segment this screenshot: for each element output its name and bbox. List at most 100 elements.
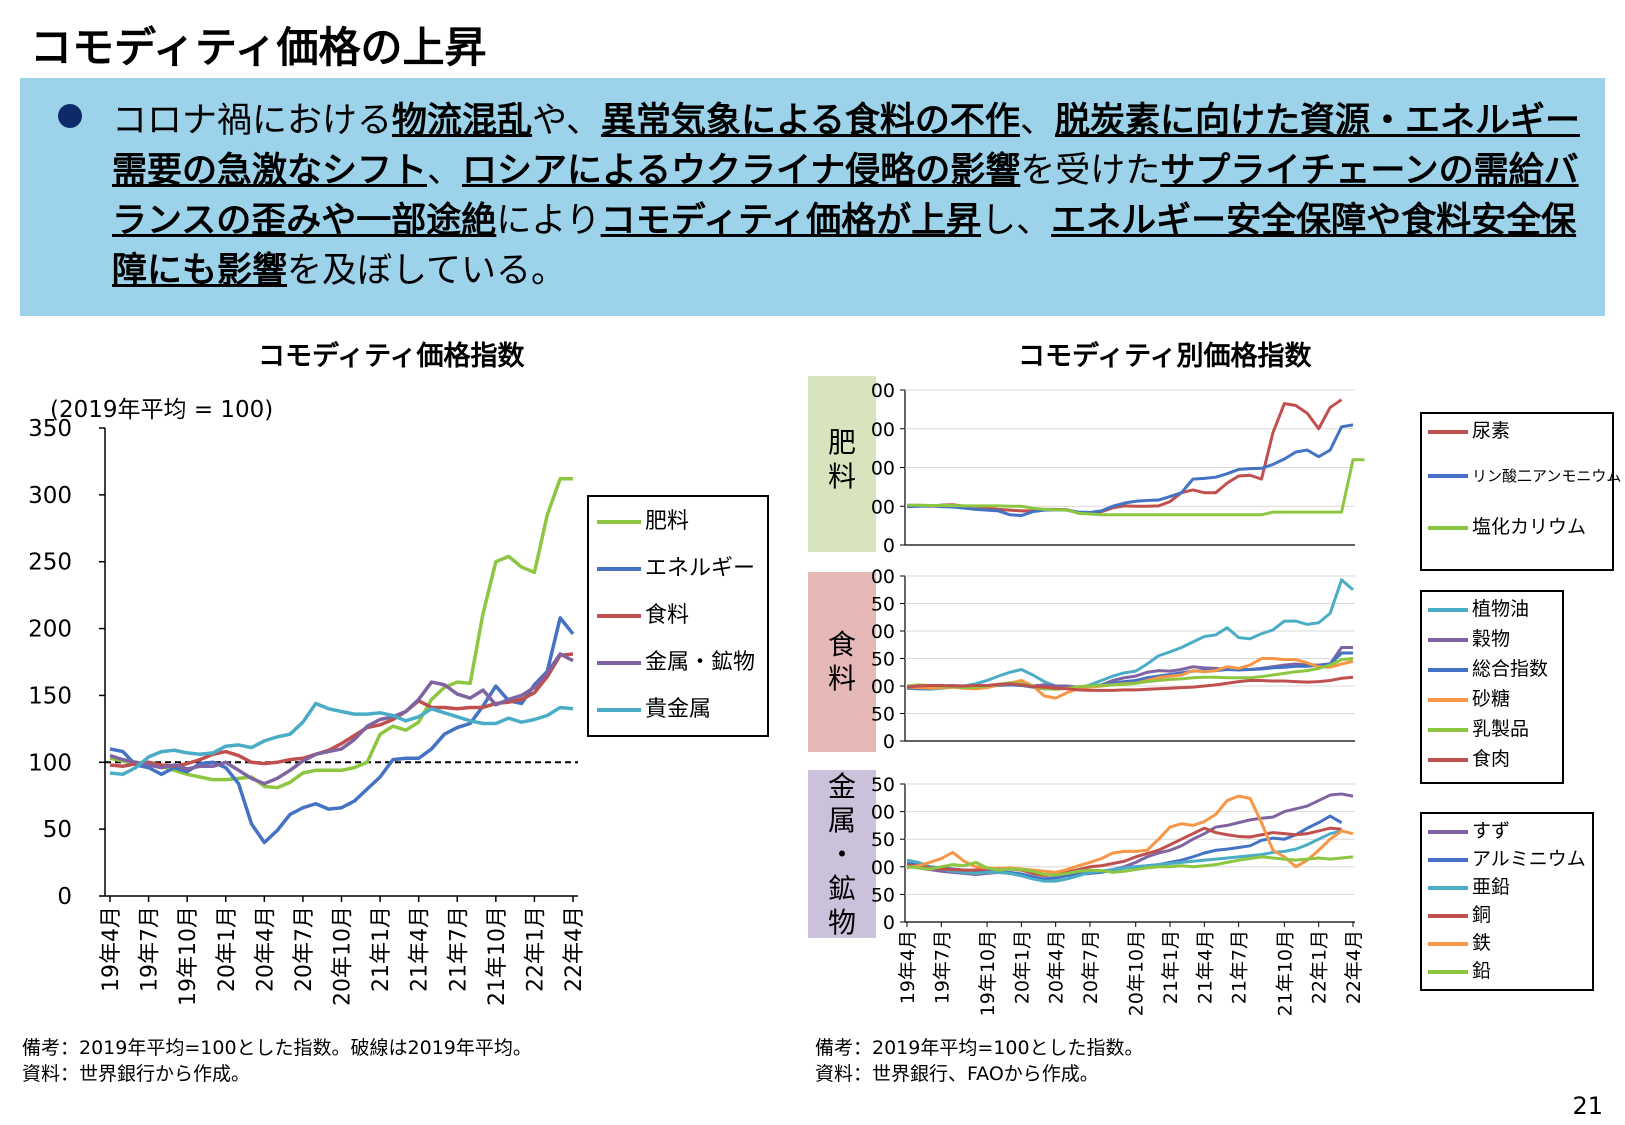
summary-key-phrase: コモディティ価格が上昇	[600, 201, 982, 241]
series-line	[906, 578, 1354, 691]
y-tick-label: 200	[870, 621, 895, 643]
y-tick-label: 300	[870, 419, 895, 441]
legend-item: 総合指数	[1428, 654, 1548, 681]
legend-swatch	[597, 661, 641, 665]
summary-phrase: を及ぼしている。	[287, 251, 566, 291]
y-tick-label: 200	[870, 802, 895, 824]
legend-swatch	[1428, 913, 1468, 918]
legend-swatch	[1428, 727, 1468, 732]
y-tick-label: 250	[870, 774, 895, 796]
y-tick-label: 50	[43, 817, 72, 843]
legend-label: 食料	[645, 603, 690, 628]
category-metal-char: 物	[827, 906, 856, 939]
series-line	[109, 477, 573, 790]
legend-swatch	[1428, 429, 1468, 434]
series-line	[907, 458, 1365, 517]
x-tick-label: 20年10月	[1126, 930, 1148, 1016]
x-tick-label: 22年4月	[562, 906, 587, 992]
legend-label: 鉛	[1472, 960, 1492, 982]
legend-swatch	[1428, 667, 1468, 672]
legend-item: 金属・鉱物	[597, 644, 755, 676]
y-tick-label: 300	[28, 483, 72, 509]
legend-item: 砂糖	[1428, 684, 1510, 711]
legend-item: 植物油	[1428, 594, 1529, 621]
y-tick-label: 350	[28, 416, 72, 442]
legend-label: 塩化カリウム	[1472, 516, 1587, 538]
legend-label: リン酸二アンモニウム	[1472, 467, 1622, 485]
series-line	[109, 701, 574, 777]
legend-swatch	[597, 567, 641, 571]
y-tick-label: 200	[870, 458, 895, 480]
bullet-icon	[58, 104, 82, 128]
summary-key-phrase: ロシアによるウクライナ侵略の影響	[462, 151, 1021, 191]
legend-label: エネルギー	[645, 556, 756, 581]
series-line	[906, 829, 1342, 883]
x-tick-label: 20年4月	[253, 906, 278, 992]
legend-item: 食料	[597, 597, 689, 629]
y-tick-label: 0	[883, 731, 895, 753]
legend-swatch	[1428, 829, 1468, 834]
y-tick-label: 100	[870, 857, 895, 879]
y-tick-label: 400	[870, 380, 895, 402]
food-legend: 植物油 穀物 総合指数 砂糖 乳製品 食肉	[1420, 590, 1564, 784]
legend-item: 鉛	[1428, 956, 1491, 983]
summary-phrase: コロナ禍における	[112, 101, 393, 141]
summary-phrase: し、	[981, 201, 1052, 241]
category-fertilizer-char: 肥	[827, 426, 856, 459]
y-tick-label: 250	[870, 594, 895, 616]
category-food-char: 料	[827, 662, 856, 695]
y-tick-label: 150	[870, 829, 895, 851]
fertilizer-legend: 尿素 リン酸二アンモニウム 塩化カリウム	[1420, 412, 1621, 571]
legend-item: 貴金属	[597, 691, 711, 723]
legend-item: 銅	[1428, 900, 1491, 927]
legend-swatch	[1428, 857, 1468, 862]
legend-item: 鉄	[1428, 928, 1491, 955]
summary-key-phrase: エネルギー安全保障や食料安全保障にも影響	[112, 201, 1577, 291]
x-tick-label: 21年4月	[1194, 930, 1216, 1004]
legend-label: 鉄	[1472, 932, 1492, 954]
category-metal-char: ・	[827, 838, 856, 871]
x-tick-label: 20年7月	[292, 906, 317, 992]
x-tick-label: 20年1月	[1011, 930, 1033, 1004]
y-tick-label: 100	[28, 750, 72, 776]
metal-legend: すず アルミニウム 亜鉛銅鉄鉛	[1420, 812, 1594, 991]
legend-swatch	[1428, 607, 1468, 612]
legend-item: エネルギー	[597, 550, 755, 582]
legend-swatch	[1428, 697, 1468, 702]
y-tick-label: 0	[57, 884, 72, 910]
summary-key-phrase: 物流混乱	[392, 101, 533, 141]
x-tick-label: 21年1月	[369, 906, 394, 992]
y-tick-label: 150	[870, 649, 895, 671]
summary-banner	[20, 78, 1605, 316]
summary-key-phrase: サプライチェーンの需給バランスの歪みや一部途絶	[112, 151, 1579, 241]
y-tick-label: 250	[28, 550, 72, 576]
legend-label: 砂糖	[1472, 688, 1511, 710]
x-tick-label: 20年4月	[1046, 930, 1068, 1004]
series-line	[906, 398, 1343, 515]
x-tick-label: 19年10月	[977, 930, 999, 1016]
legend-label: 貴金属	[645, 697, 712, 722]
x-tick-label: 22年1月	[523, 906, 548, 992]
category-fertilizer-char: 料	[827, 460, 856, 493]
legend-item: すず	[1428, 816, 1510, 843]
legend-swatch	[1428, 473, 1468, 478]
legend-swatch	[1428, 525, 1468, 530]
series-line	[906, 826, 1342, 878]
x-tick-label: 19年7月	[138, 906, 163, 992]
legend-item: 乳製品	[1428, 714, 1529, 741]
left-chart: 0 50 100 150 200 250 300 350 19年4月 19年7月 19年10月 20年…	[28, 416, 587, 1006]
summary-phrase: により	[496, 201, 601, 241]
legend-swatch	[1428, 637, 1468, 642]
x-tick-label: 19年4月	[99, 906, 124, 992]
legend-label: 金属・鉱物	[645, 650, 756, 675]
category-fertilizer: 肥 料	[808, 376, 876, 552]
y-tick-label: 50	[871, 884, 895, 906]
x-tick-label: 19年10月	[176, 906, 201, 1006]
y-tick-label: 200	[28, 617, 72, 643]
y-tick-label: 0	[883, 535, 895, 557]
series-line	[906, 423, 1354, 518]
y-tick-label: 300	[870, 566, 895, 588]
series-line	[109, 652, 574, 786]
summary-phrase: 、	[1019, 101, 1055, 141]
legend-label: 肥料	[645, 509, 690, 534]
